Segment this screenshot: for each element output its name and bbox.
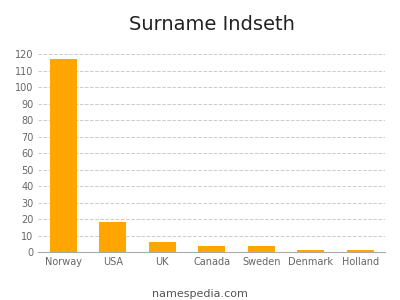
Bar bbox=[297, 250, 324, 252]
Bar bbox=[50, 59, 77, 252]
Bar bbox=[248, 245, 275, 252]
Bar bbox=[347, 250, 374, 252]
Title: Surname Indseth: Surname Indseth bbox=[129, 15, 295, 34]
Bar bbox=[99, 223, 126, 252]
Bar bbox=[148, 242, 176, 252]
Text: namespedia.com: namespedia.com bbox=[152, 289, 248, 299]
Bar bbox=[198, 245, 225, 252]
